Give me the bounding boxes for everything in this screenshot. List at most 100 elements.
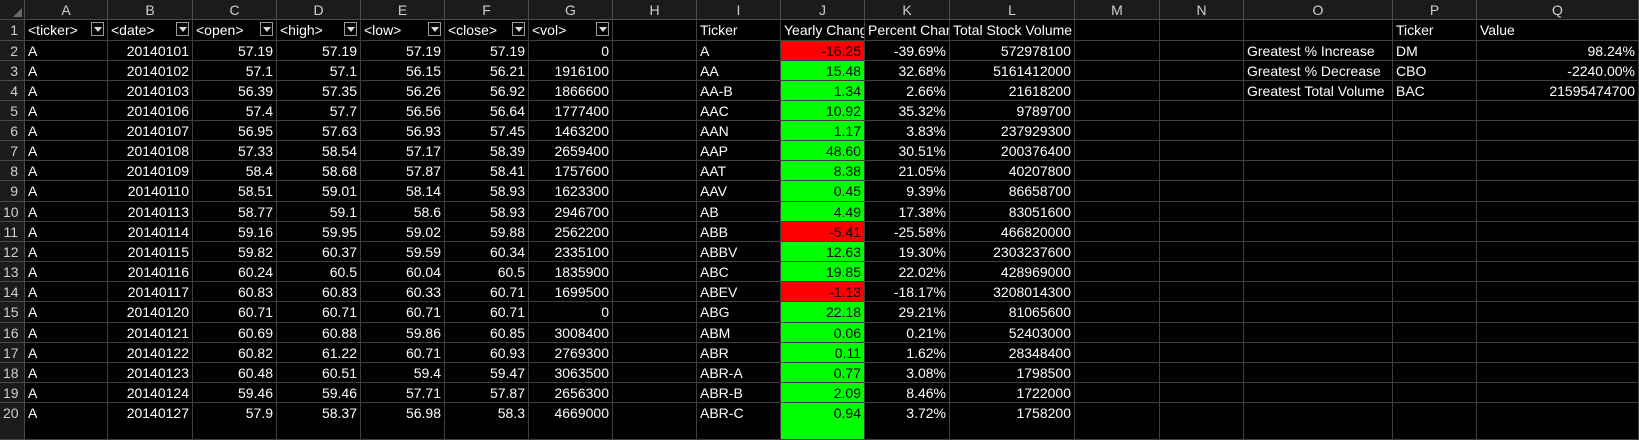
cell-b5[interactable]: 20140106: [108, 101, 193, 121]
yearly-change-cell[interactable]: 15.48: [781, 61, 865, 81]
column-header-h[interactable]: H: [613, 0, 697, 20]
cell-q15[interactable]: [1477, 302, 1639, 323]
cell-c2[interactable]: 57.19: [193, 41, 277, 61]
cell-g3[interactable]: 1916100: [529, 61, 613, 81]
cell-n9[interactable]: [1160, 181, 1244, 202]
column-header-m[interactable]: M: [1075, 0, 1160, 20]
row-header-6[interactable]: 6: [0, 121, 25, 141]
cell-o4[interactable]: Greatest Total Volume: [1244, 81, 1393, 101]
cell-b13[interactable]: 20140116: [108, 262, 193, 282]
cell-i15[interactable]: ABG: [697, 302, 781, 323]
cell-i6[interactable]: AAN: [697, 121, 781, 141]
cell-g20[interactable]: 4669000: [529, 403, 613, 440]
cell-b9[interactable]: 20140110: [108, 181, 193, 202]
cell-n19[interactable]: [1160, 383, 1244, 403]
cell-h3[interactable]: [613, 61, 697, 81]
cell-a12[interactable]: A: [25, 242, 108, 262]
cell-e20[interactable]: 56.98: [361, 403, 445, 440]
yearly-change-cell[interactable]: 4.49: [781, 202, 865, 222]
row-header-16[interactable]: 16: [0, 323, 25, 343]
cell-m15[interactable]: [1075, 302, 1160, 323]
cell-p15[interactable]: [1393, 302, 1477, 323]
cell-l3[interactable]: 5161412000: [950, 61, 1075, 81]
column-header-a[interactable]: A: [25, 0, 108, 20]
row-header-9[interactable]: 9: [0, 181, 25, 202]
cell-p20[interactable]: [1393, 403, 1477, 440]
cell-a9[interactable]: A: [25, 181, 108, 202]
cell-g9[interactable]: 1623300: [529, 181, 613, 202]
cell-f18[interactable]: 59.47: [445, 363, 529, 383]
cell-n11[interactable]: [1160, 222, 1244, 242]
cell-b12[interactable]: 20140115: [108, 242, 193, 262]
cell-h13[interactable]: [613, 262, 697, 282]
cell-o2[interactable]: Greatest % Increase: [1244, 41, 1393, 61]
column-header-i[interactable]: I: [697, 0, 781, 20]
cell-a4[interactable]: A: [25, 81, 108, 101]
cell-q16[interactable]: [1477, 323, 1639, 343]
row-header-14[interactable]: 14: [0, 282, 25, 302]
cell-e6[interactable]: 56.93: [361, 121, 445, 141]
greatest-header-ticker[interactable]: Ticker: [1393, 20, 1477, 41]
cell-o1[interactable]: [1244, 20, 1393, 41]
column-header-n[interactable]: N: [1160, 0, 1244, 20]
cell-o17[interactable]: [1244, 343, 1393, 363]
cell-m4[interactable]: [1075, 81, 1160, 101]
cell-p12[interactable]: [1393, 242, 1477, 262]
cell-c7[interactable]: 57.33: [193, 141, 277, 161]
cell-e17[interactable]: 60.71: [361, 343, 445, 363]
cell-a13[interactable]: A: [25, 262, 108, 282]
cell-k18[interactable]: 3.08%: [865, 363, 950, 383]
cell-q13[interactable]: [1477, 262, 1639, 282]
header-cell-close[interactable]: <close>: [445, 20, 529, 41]
cell-q19[interactable]: [1477, 383, 1639, 403]
cell-i7[interactable]: AAP: [697, 141, 781, 161]
cell-e16[interactable]: 59.86: [361, 323, 445, 343]
cell-o18[interactable]: [1244, 363, 1393, 383]
cell-b10[interactable]: 20140113: [108, 202, 193, 222]
cell-i8[interactable]: AAT: [697, 161, 781, 181]
cell-c13[interactable]: 60.24: [193, 262, 277, 282]
filter-dropdown-icon[interactable]: [428, 22, 441, 36]
cell-l14[interactable]: 3208014300: [950, 282, 1075, 302]
cell-k16[interactable]: 0.21%: [865, 323, 950, 343]
cell-f13[interactable]: 60.5: [445, 262, 529, 282]
cell-e19[interactable]: 57.71: [361, 383, 445, 403]
cell-n16[interactable]: [1160, 323, 1244, 343]
cell-f12[interactable]: 60.34: [445, 242, 529, 262]
summary-header-4[interactable]: Total Stock Volume: [950, 20, 1075, 41]
yearly-change-cell[interactable]: 0.45: [781, 181, 865, 202]
cell-m20[interactable]: [1075, 403, 1160, 440]
cell-l9[interactable]: 86658700: [950, 181, 1075, 202]
cell-q14[interactable]: [1477, 282, 1639, 302]
cell-c19[interactable]: 59.46: [193, 383, 277, 403]
cell-k12[interactable]: 19.30%: [865, 242, 950, 262]
row-header-5[interactable]: 5: [0, 101, 25, 121]
cell-a2[interactable]: A: [25, 41, 108, 61]
cell-g8[interactable]: 1757600: [529, 161, 613, 181]
cell-i11[interactable]: ABB: [697, 222, 781, 242]
cell-i19[interactable]: ABR-B: [697, 383, 781, 403]
cell-k9[interactable]: 9.39%: [865, 181, 950, 202]
cell-b6[interactable]: 20140107: [108, 121, 193, 141]
cell-l4[interactable]: 21618200: [950, 81, 1075, 101]
cell-g7[interactable]: 2659400: [529, 141, 613, 161]
filter-dropdown-icon[interactable]: [176, 22, 189, 36]
cell-a14[interactable]: A: [25, 282, 108, 302]
cell-d4[interactable]: 57.35: [277, 81, 361, 101]
yearly-change-cell[interactable]: 48.60: [781, 141, 865, 161]
cell-l7[interactable]: 200376400: [950, 141, 1075, 161]
summary-header-2[interactable]: Yearly Chang: [781, 20, 865, 41]
cell-h18[interactable]: [613, 363, 697, 383]
cell-b14[interactable]: 20140117: [108, 282, 193, 302]
cell-a5[interactable]: A: [25, 101, 108, 121]
row-header-12[interactable]: 12: [0, 242, 25, 262]
cell-e10[interactable]: 58.6: [361, 202, 445, 222]
cell-p8[interactable]: [1393, 161, 1477, 181]
row-header-2[interactable]: 2: [0, 41, 25, 61]
cell-b2[interactable]: 20140101: [108, 41, 193, 61]
cell-k10[interactable]: 17.38%: [865, 202, 950, 222]
cell-k20[interactable]: 3.72%: [865, 403, 950, 440]
cell-c3[interactable]: 57.1: [193, 61, 277, 81]
cell-a16[interactable]: A: [25, 323, 108, 343]
